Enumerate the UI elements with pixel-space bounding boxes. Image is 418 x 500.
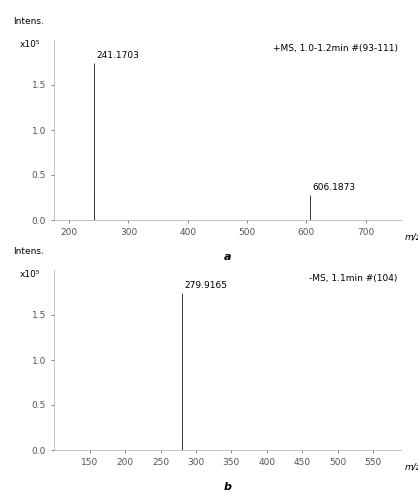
Text: m/z: m/z: [405, 462, 418, 471]
Text: 606.1873: 606.1873: [312, 183, 356, 192]
Text: m/z: m/z: [405, 232, 418, 241]
Text: b: b: [224, 482, 232, 492]
Text: x10⁵: x10⁵: [20, 40, 40, 49]
Text: 279.9165: 279.9165: [185, 281, 227, 290]
Text: a: a: [224, 252, 232, 262]
Text: Intens.: Intens.: [13, 246, 43, 256]
Text: x10⁵: x10⁵: [20, 270, 40, 279]
Text: Intens.: Intens.: [13, 16, 43, 26]
Text: 241.1703: 241.1703: [96, 51, 139, 60]
Text: +MS, 1.0-1.2min #(93-111): +MS, 1.0-1.2min #(93-111): [273, 44, 398, 52]
Text: -MS, 1.1min #(104): -MS, 1.1min #(104): [309, 274, 398, 282]
